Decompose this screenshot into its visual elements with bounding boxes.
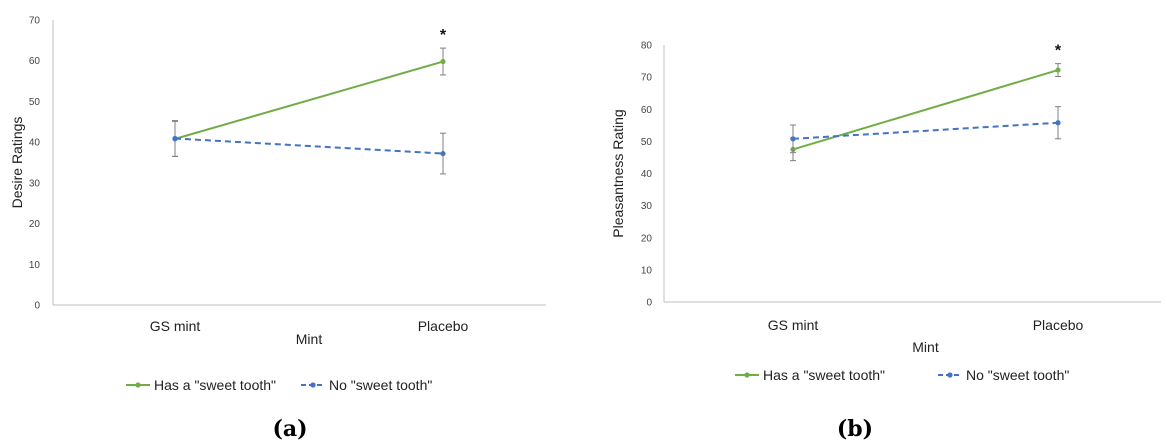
- chart-b-panel-label: (b): [837, 416, 873, 442]
- chart-b-x-tick-label: Placebo: [1033, 317, 1084, 333]
- chart-a-legend-marker: [135, 382, 141, 388]
- chart-a-y-tick-label: 30: [29, 178, 41, 189]
- chart-b-y-tick-label: 50: [641, 137, 653, 148]
- chart-b-data-point: [1055, 67, 1061, 73]
- chart-a-x-tick-label: GS mint: [150, 318, 201, 334]
- chart-a-series-line: [174, 60, 444, 140]
- chart-a-data-point: [440, 58, 446, 65]
- chart-a-x-tick-label: Placebo: [418, 318, 469, 334]
- chart-b-y-tick-label: 20: [641, 233, 653, 244]
- chart-b-legend-marker: [744, 372, 750, 378]
- chart-b-y-axis-title: Pleasantness Rating: [610, 109, 626, 237]
- chart-a-significance-star: *: [440, 27, 447, 44]
- chart-b-significance-star: *: [1055, 43, 1062, 60]
- chart-a-legend-label: No "sweet tooth": [329, 377, 432, 393]
- chart-a-series-line: [174, 137, 444, 155]
- chart-b-y-tick-label: 40: [641, 169, 653, 180]
- chart-b-y-tick-label: 0: [646, 298, 652, 309]
- chart-b-x-axis-title: Mint: [912, 339, 939, 355]
- chart-b-y-tick-label: 30: [641, 201, 653, 212]
- chart-b-legend-label: Has a "sweet tooth": [763, 367, 885, 383]
- chart-b-legend-label: No "sweet tooth": [966, 367, 1069, 383]
- chart-b-y-tick-label: 70: [641, 73, 653, 84]
- chart-a-y-axis-title: Desire Ratings: [9, 117, 25, 209]
- chart-a-y-tick-label: 20: [29, 219, 41, 230]
- chart-a-y-tick-label: 0: [34, 301, 40, 312]
- chart-a-y-tick-label: 40: [29, 138, 41, 149]
- chart-a-panel-label: (a): [272, 416, 307, 442]
- chart-a-y-tick-label: 50: [29, 97, 41, 108]
- chart-b-y-tick-label: 80: [641, 41, 653, 52]
- chart-b-data-point: [790, 136, 796, 142]
- chart-a-x-axis-title: Mint: [296, 331, 323, 347]
- chart-b-series-line: [792, 121, 1059, 140]
- chart-b-legend-marker: [947, 372, 953, 378]
- chart-b-svg: 0 10 20 30 40 50 60 70 80 GS mint Placebo Mint Pleas…: [610, 41, 1161, 442]
- chart-b-series-line: [792, 69, 1059, 151]
- chart-a-y-tick-label: 70: [29, 16, 41, 27]
- chart-b-data-point: [1055, 120, 1061, 126]
- chart-a-legend-marker: [310, 382, 316, 388]
- chart-b-y-tick-label: 10: [641, 265, 653, 276]
- chart-b-y-tick-label: 60: [641, 105, 653, 116]
- chart-panel-a: 0 10 20 30 40 50 60 70 GS mint Placebo Mint Desire …: [0, 0, 560, 443]
- chart-a-legend-label: Has a "sweet tooth": [154, 377, 276, 393]
- chart-a-data-point: [172, 135, 178, 142]
- chart-a-data-point: [440, 150, 446, 157]
- chart-b-x-tick-label: GS mint: [768, 317, 819, 333]
- chart-a-y-tick-label: 10: [29, 260, 41, 271]
- chart-panel-b: 0 10 20 30 40 50 60 70 80 GS mint Placebo Mint Pleas…: [585, 0, 1167, 443]
- chart-a-y-tick-label: 60: [29, 56, 41, 67]
- chart-a-svg: 0 10 20 30 40 50 60 70 GS mint Placebo Mint Desire …: [9, 16, 546, 442]
